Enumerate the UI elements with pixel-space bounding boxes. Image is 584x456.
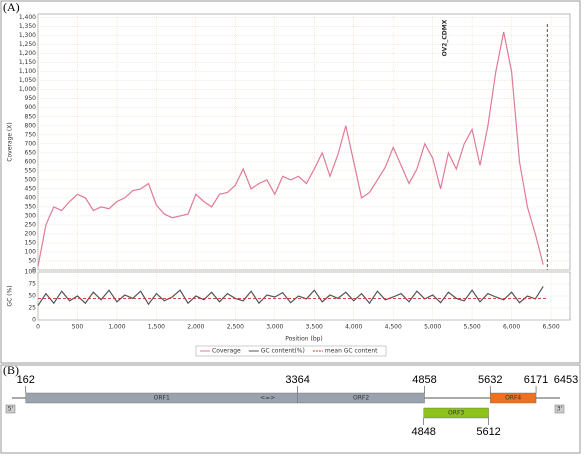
end-box xyxy=(5,404,16,414)
y-tick-label: 1,350 xyxy=(19,23,36,30)
y-tick-label: 1,100 xyxy=(19,68,36,75)
y-tick-label: 850 xyxy=(25,113,37,120)
plot-area xyxy=(37,13,571,271)
orf-label: ORF4 xyxy=(505,395,521,402)
y-axis-label: GC (%) xyxy=(7,285,14,306)
y-tick-label: 400 xyxy=(25,194,37,201)
x-tick-label: 2,500 xyxy=(227,324,244,331)
x-tick-label: 5,500 xyxy=(464,324,481,331)
x-tick-label: 3,500 xyxy=(306,324,323,331)
x-tick-label: 1,000 xyxy=(108,324,125,331)
end-box xyxy=(554,404,565,414)
x-tick-label: 4,000 xyxy=(345,324,362,331)
panel-label: (A) xyxy=(3,0,20,14)
y-tick-label: 1,400 xyxy=(19,14,36,21)
junction: <=> xyxy=(260,395,275,402)
x-tick-label: 5,000 xyxy=(424,324,441,331)
x-tick-label: 6,000 xyxy=(503,324,520,331)
y-tick-label: 500 xyxy=(25,176,37,183)
legend-label: GC content(%) xyxy=(261,348,305,355)
y-tick-label: 50 xyxy=(28,257,36,264)
x-tick-label: 6,500 xyxy=(542,324,559,331)
y-tick-label: 100 xyxy=(25,269,37,276)
y-tick-label: 250 xyxy=(25,221,37,228)
panel-b-frame xyxy=(0,364,581,454)
y-tick-label: 25 xyxy=(28,305,36,312)
x-tick-label: 1,500 xyxy=(148,324,165,331)
y-tick-label: 1,150 xyxy=(19,59,36,66)
position-label: 5632 xyxy=(478,374,502,386)
legend-label: Coverage xyxy=(212,348,241,355)
y-tick-label: 700 xyxy=(25,140,37,147)
y-tick-label: 100 xyxy=(25,248,37,255)
y-tick-label: 1,200 xyxy=(19,50,36,57)
y-tick-label: 1,050 xyxy=(19,77,36,84)
y-tick-label: 1,300 xyxy=(19,32,36,39)
y-tick-label: 600 xyxy=(25,158,37,165)
series-line xyxy=(37,286,544,306)
y-tick-label: 1,250 xyxy=(19,41,36,48)
x-tick-label: 2,000 xyxy=(187,324,204,331)
orf-label: ORF3 xyxy=(448,410,464,417)
orf-label: ORF1 xyxy=(154,395,170,402)
x-tick-label: 4,500 xyxy=(385,324,402,331)
position-label: 4858 xyxy=(412,374,436,386)
y-tick-label: 900 xyxy=(25,104,37,111)
x-tick-label: 3,000 xyxy=(266,324,283,331)
y-tick-label: 650 xyxy=(25,149,37,156)
five-prime: 5' xyxy=(8,406,14,413)
orf xyxy=(490,392,537,404)
y-tick-label: 1,000 xyxy=(19,86,36,93)
series-line xyxy=(37,31,544,267)
position-label: 6171 xyxy=(524,374,548,386)
x-axis-label: Position (bp) xyxy=(285,336,323,343)
panel-label: (B) xyxy=(3,363,19,377)
y-tick-label: 950 xyxy=(25,95,37,102)
y-tick-label: 550 xyxy=(25,167,37,174)
position-label: 4848 xyxy=(411,426,435,438)
y-axis-label: Coverage (X) xyxy=(7,122,14,161)
orf xyxy=(297,392,425,404)
x-tick-label: 500 xyxy=(72,324,84,331)
panel-a-frame xyxy=(0,0,581,364)
legend-label: mean GC content xyxy=(325,348,378,355)
position-label: 162 xyxy=(17,374,35,386)
y-tick-label: 50 xyxy=(28,293,36,300)
orf xyxy=(423,407,489,419)
y-tick-label: 200 xyxy=(25,230,37,237)
orf-label: ORF2 xyxy=(353,395,369,402)
y-tick-label: 800 xyxy=(25,122,37,129)
position-label: 5612 xyxy=(476,426,500,438)
annotation: OV2_CDMX xyxy=(442,19,449,56)
y-tick-label: 0 xyxy=(32,317,36,324)
three-prime: 3' xyxy=(557,406,563,413)
x-tick-label: 0 xyxy=(36,324,40,331)
legend xyxy=(195,345,387,357)
y-tick-label: 150 xyxy=(25,239,37,246)
y-tick-label: 75 xyxy=(28,281,36,288)
y-tick-label: 750 xyxy=(25,131,37,138)
position-label: 3364 xyxy=(285,374,309,386)
y-tick-label: 300 xyxy=(25,212,37,219)
y-tick-label: 450 xyxy=(25,185,37,192)
y-tick-label: 350 xyxy=(25,203,37,210)
y-tick-label: 0 xyxy=(32,267,36,274)
position-label: 6453 xyxy=(554,374,578,386)
